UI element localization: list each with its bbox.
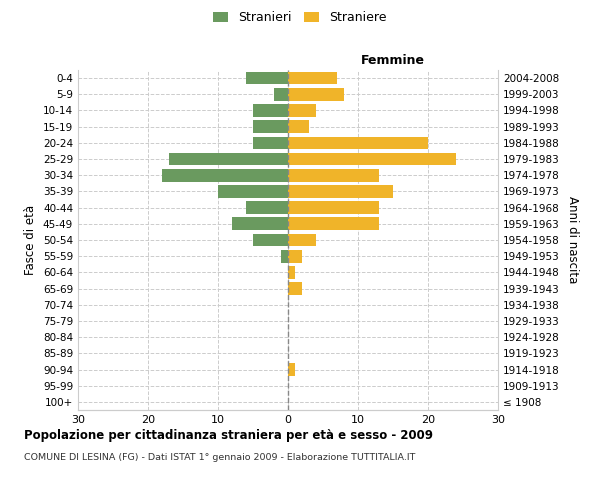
Bar bbox=[162, 169, 288, 181]
Bar bbox=[288, 72, 337, 85]
Bar bbox=[288, 250, 302, 262]
Bar bbox=[288, 234, 316, 246]
Bar bbox=[253, 136, 288, 149]
Y-axis label: Anni di nascita: Anni di nascita bbox=[566, 196, 579, 284]
Bar bbox=[288, 363, 295, 376]
Text: COMUNE DI LESINA (FG) - Dati ISTAT 1° gennaio 2009 - Elaborazione TUTTITALIA.IT: COMUNE DI LESINA (FG) - Dati ISTAT 1° ge… bbox=[24, 454, 415, 462]
Text: Popolazione per cittadinanza straniera per età e sesso - 2009: Popolazione per cittadinanza straniera p… bbox=[24, 430, 433, 442]
Bar bbox=[253, 120, 288, 133]
Bar bbox=[288, 120, 309, 133]
Bar bbox=[288, 136, 428, 149]
Text: Femmine: Femmine bbox=[361, 54, 425, 66]
Bar bbox=[218, 185, 288, 198]
Bar bbox=[232, 218, 288, 230]
Bar bbox=[274, 88, 288, 101]
Bar bbox=[288, 152, 456, 166]
Bar bbox=[288, 202, 379, 214]
Bar bbox=[169, 152, 288, 166]
Bar bbox=[246, 202, 288, 214]
Bar bbox=[253, 234, 288, 246]
Bar bbox=[288, 266, 295, 278]
Bar bbox=[288, 218, 379, 230]
Y-axis label: Fasce di età: Fasce di età bbox=[25, 205, 37, 275]
Bar bbox=[281, 250, 288, 262]
Bar bbox=[288, 185, 393, 198]
Bar bbox=[288, 282, 302, 295]
Bar bbox=[288, 169, 379, 181]
Bar bbox=[253, 104, 288, 117]
Legend: Stranieri, Straniere: Stranieri, Straniere bbox=[208, 6, 392, 29]
Bar bbox=[246, 72, 288, 85]
Bar bbox=[288, 104, 316, 117]
Bar bbox=[288, 88, 344, 101]
